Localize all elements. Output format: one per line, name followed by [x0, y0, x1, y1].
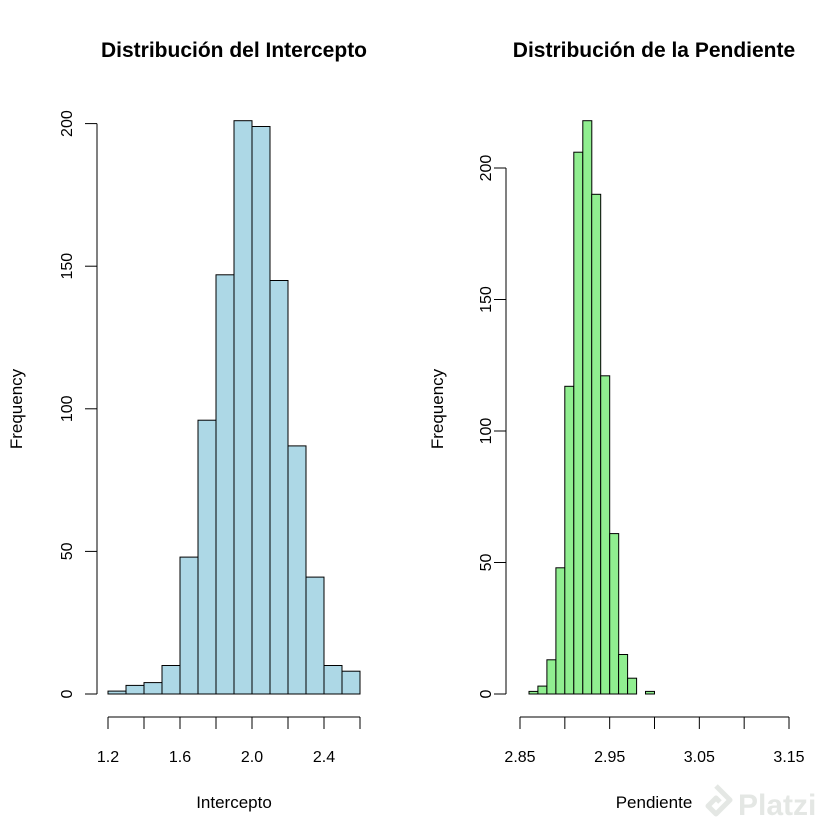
histogram-bar: [125, 684, 145, 695]
x-axis-title: Intercepto: [196, 793, 272, 812]
x-tick-label: 2.0: [241, 749, 263, 766]
histogram-bar: [600, 375, 611, 695]
histogram-bar: [161, 665, 181, 695]
histogram-bar: [143, 682, 163, 695]
histogram-bar: [197, 419, 217, 695]
y-tick-label: 200: [59, 110, 76, 137]
histogram-bar: [215, 274, 235, 695]
x-tick-label: 3.15: [773, 749, 804, 766]
y-tick-label: 50: [478, 554, 495, 572]
x-tick-label: 2.85: [504, 749, 535, 766]
histogram-bar: [305, 576, 325, 695]
histogram-bar: [179, 556, 199, 695]
chart-title: Distribución de la Pendiente: [513, 39, 795, 62]
histogram-bar: [582, 120, 593, 695]
histogram-bar: [537, 685, 548, 695]
histogram-bar: [251, 126, 271, 695]
y-tick-label: 50: [59, 542, 76, 560]
panel-slope: Distribución de la Pendiente 2.85 2.95 3.05…: [428, 39, 805, 812]
histogram-bar: [555, 567, 566, 695]
x-tick-label: 1.2: [97, 749, 119, 766]
chart-title: Distribución del Intercepto: [101, 39, 367, 62]
platzi-watermark: Platzi: [705, 784, 816, 822]
histogram-bar: [287, 445, 307, 695]
y-axis-title: Frequency: [428, 368, 447, 449]
y-tick-label: 100: [59, 395, 76, 422]
histogram-bar: [323, 665, 343, 695]
x-tick-label: 2.4: [313, 749, 335, 766]
histogram-bar: [269, 280, 289, 695]
y-tick-label: 100: [478, 418, 495, 445]
histogram-bar: [591, 193, 602, 695]
y-axis-title: Frequency: [7, 368, 26, 449]
histogram-bar: [573, 151, 584, 695]
y-tick-label: 0: [478, 689, 495, 698]
histogram-bar: [609, 533, 620, 695]
histogram-bar: [627, 677, 638, 695]
histogram-bar: [233, 120, 253, 695]
y-tick-label: 150: [478, 286, 495, 313]
y-tick-label: 0: [59, 689, 76, 698]
x-tick-label: 3.05: [684, 749, 715, 766]
watermark-text: Platzi: [738, 789, 816, 822]
x-axis-title: Pendiente: [616, 793, 693, 812]
y-tick-label: 150: [59, 253, 76, 280]
y-tick-label: 200: [478, 155, 495, 182]
histogram-bar: [564, 385, 575, 695]
histogram-bar: [341, 670, 361, 695]
histogram-bar: [645, 690, 655, 695]
histogram-bar: [618, 654, 629, 695]
histogram-bar: [528, 690, 539, 695]
histogram-bar: [546, 659, 557, 695]
platzi-logo-icon: [705, 784, 733, 817]
x-tick-label: 1.6: [169, 749, 191, 766]
x-tick-label: 2.95: [594, 749, 625, 766]
panel-intercept: Distribución del Intercepto 1.2 1.6 2.0 2.4 0…: [7, 39, 367, 812]
histogram-bar: [107, 690, 127, 695]
